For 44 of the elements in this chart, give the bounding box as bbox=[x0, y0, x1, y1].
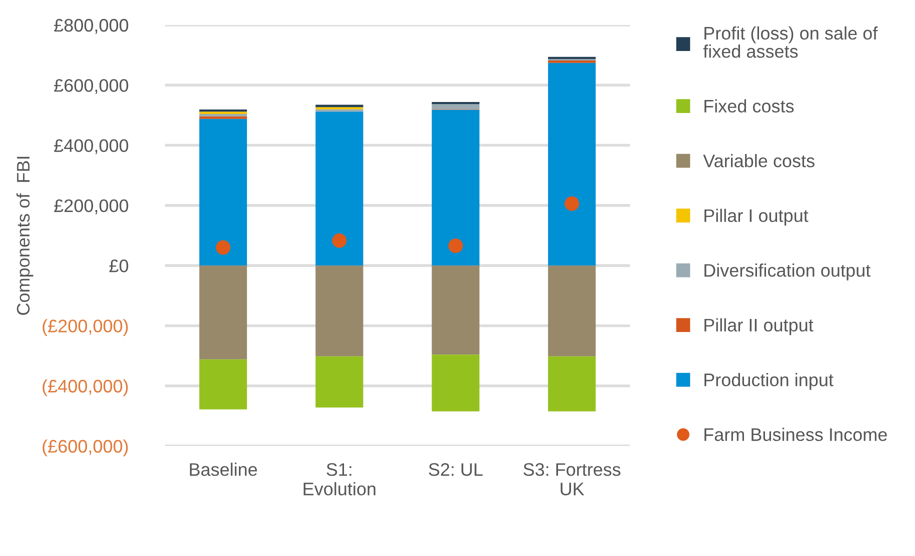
legend-label: Profit (loss) on sale of fixed assets bbox=[703, 26, 878, 58]
bar bbox=[199, 112, 247, 114]
legend-label: Pillar I output bbox=[704, 208, 808, 226]
y-tick-label: (£200,000) bbox=[42, 319, 128, 336]
y-tick-label: £400,000 bbox=[54, 139, 128, 154]
bar bbox=[548, 60, 596, 63]
point bbox=[564, 196, 580, 211]
legend-label: Production input bbox=[704, 373, 834, 390]
bar bbox=[432, 354, 480, 412]
bar bbox=[316, 109, 364, 112]
bar bbox=[432, 110, 480, 266]
x-tick-label: S1: Evolution bbox=[304, 463, 376, 496]
bar bbox=[199, 118, 247, 266]
x-tick-label: S3: Fortress UK bbox=[524, 463, 620, 496]
legend-label: Farm Business Income bbox=[704, 428, 887, 442]
bar bbox=[199, 359, 247, 410]
bar bbox=[199, 266, 247, 360]
y-tick-label: (£400,000) bbox=[42, 379, 128, 396]
legend-label: Fixed costs bbox=[704, 99, 794, 113]
bar bbox=[432, 104, 480, 110]
y-tick-label: £200,000 bbox=[54, 199, 128, 214]
bar bbox=[316, 112, 364, 266]
y-tick-label: £600,000 bbox=[54, 79, 128, 94]
y-tick-label: £0 bbox=[109, 260, 128, 272]
x-tick-label: S2: UL bbox=[428, 463, 483, 476]
bar bbox=[548, 356, 596, 412]
legend-label: Variable costs bbox=[703, 154, 814, 168]
y-tick-label: (£600,000) bbox=[42, 439, 128, 456]
bar bbox=[316, 266, 364, 356]
bar bbox=[432, 102, 480, 104]
legend-label: Diversification output bbox=[704, 264, 870, 280]
legend-label: Pillar II output bbox=[704, 318, 814, 336]
x-tick-label: Baseline bbox=[190, 462, 257, 476]
point bbox=[216, 240, 230, 255]
bar bbox=[316, 356, 364, 408]
bar bbox=[199, 116, 247, 119]
y-tick-label: £800,000 bbox=[54, 18, 128, 34]
y-axis-title: Components of FBI bbox=[16, 156, 34, 315]
bar bbox=[548, 62, 596, 266]
bar bbox=[316, 104, 364, 108]
point bbox=[332, 233, 347, 248]
bar bbox=[432, 266, 480, 355]
point bbox=[448, 238, 463, 254]
bar bbox=[548, 266, 596, 356]
